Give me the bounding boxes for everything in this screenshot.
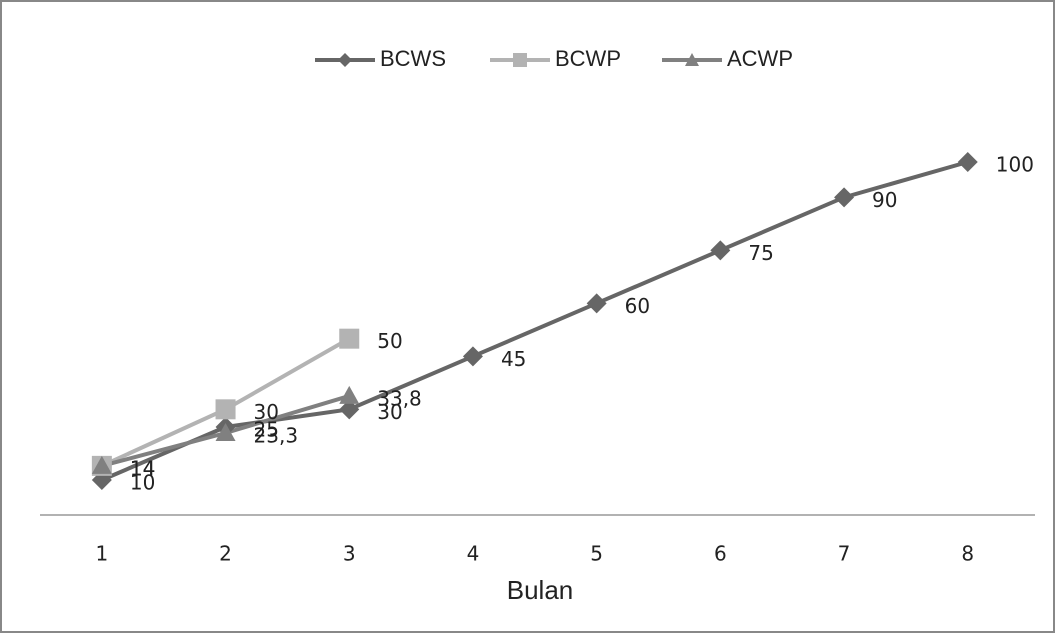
legend-marker	[513, 53, 527, 67]
data-point	[957, 152, 978, 172]
x-tick-label: 5	[590, 542, 603, 566]
data-point	[215, 423, 236, 442]
data-point	[91, 455, 112, 474]
data-label: 50	[377, 329, 402, 353]
legend-marker	[338, 53, 352, 67]
data-point	[215, 399, 236, 420]
data-point	[586, 293, 607, 314]
data-label: 30	[377, 400, 402, 424]
data-point	[339, 328, 360, 349]
x-tick-label: 6	[714, 542, 727, 566]
data-label: 14	[130, 456, 155, 480]
legend-marker	[685, 53, 699, 66]
data-point	[462, 346, 483, 367]
data-point	[339, 399, 360, 420]
x-tick-label: 7	[838, 542, 851, 566]
data-label: 25	[254, 418, 279, 442]
data-label: 10	[130, 471, 155, 495]
x-tick-label: 2	[219, 542, 232, 566]
data-label: 23,3	[254, 424, 299, 448]
data-label: 30	[254, 400, 279, 424]
data-point	[339, 385, 360, 404]
data-label: 33,8	[377, 386, 422, 410]
x-tick-label: 8	[961, 542, 974, 566]
x-axis-title: Bulan	[507, 575, 574, 605]
data-label: 90	[872, 188, 897, 212]
data-label: 75	[748, 241, 773, 265]
data-label: 45	[501, 347, 526, 371]
series-line	[101, 160, 969, 482]
legend-label: ACWP	[727, 46, 793, 71]
legend-label: BCWS	[380, 46, 446, 71]
data-label: 100	[996, 153, 1034, 177]
x-tick-label: 4	[467, 542, 480, 566]
data-label: 14	[130, 456, 155, 480]
x-tick-label: 3	[343, 542, 356, 566]
data-point	[710, 240, 731, 261]
data-label: 60	[625, 294, 650, 318]
x-tick-label: 1	[95, 542, 108, 566]
data-point	[834, 187, 855, 208]
legend-label: BCWP	[555, 46, 621, 71]
